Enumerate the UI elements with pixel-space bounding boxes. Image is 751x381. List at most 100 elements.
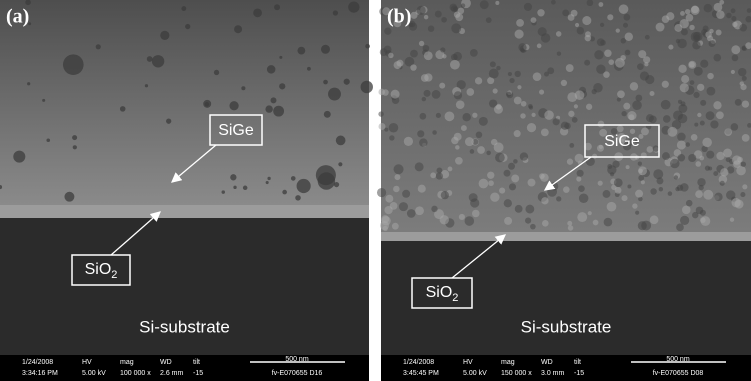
texture-blob bbox=[440, 215, 449, 224]
image-id: fv-E070655 D16 bbox=[272, 370, 323, 377]
texture-blob bbox=[496, 66, 500, 70]
texture-blob bbox=[316, 165, 336, 185]
texture-blob bbox=[562, 9, 569, 16]
texture-blob bbox=[490, 193, 499, 202]
texture-blob bbox=[323, 80, 328, 85]
texture-blob bbox=[145, 84, 148, 87]
texture-blob bbox=[643, 56, 650, 63]
texture-blob bbox=[338, 162, 342, 166]
texture-blob bbox=[537, 9, 544, 16]
texture-blob bbox=[708, 166, 712, 170]
texture-blob bbox=[695, 161, 701, 167]
texture-blob bbox=[407, 209, 416, 218]
texture-blob bbox=[417, 6, 426, 15]
texture-blob bbox=[470, 49, 478, 57]
texture-blob bbox=[645, 35, 650, 40]
texture-blob bbox=[531, 17, 537, 23]
texture-blob bbox=[274, 4, 280, 10]
texture-blob bbox=[598, 181, 603, 186]
texture-blob bbox=[399, 202, 408, 211]
texture-blob bbox=[279, 83, 285, 89]
texture-blob bbox=[608, 59, 614, 65]
texture-blob bbox=[617, 90, 625, 98]
texture-blob bbox=[632, 100, 642, 110]
texture-blob bbox=[307, 67, 311, 71]
texture-blob bbox=[695, 190, 703, 198]
texture-blob bbox=[553, 118, 560, 125]
texture-blob bbox=[185, 24, 190, 29]
texture-blob bbox=[521, 101, 527, 107]
databar-header: mag bbox=[501, 359, 515, 366]
texture-blob bbox=[593, 220, 599, 226]
texture-blob bbox=[378, 89, 385, 96]
texture-blob bbox=[681, 29, 688, 36]
texture-blob bbox=[472, 113, 477, 118]
texture-blob bbox=[713, 171, 718, 176]
texture-blob bbox=[626, 165, 630, 169]
texture-blob bbox=[659, 187, 663, 191]
texture-blob bbox=[716, 111, 724, 119]
texture-blob bbox=[731, 123, 739, 131]
texture-blob bbox=[508, 72, 512, 76]
texture-blob bbox=[297, 179, 311, 193]
texture-blob bbox=[265, 105, 272, 112]
texture-blob bbox=[229, 101, 238, 110]
texture-blob bbox=[638, 162, 642, 166]
texture-blob bbox=[480, 0, 489, 9]
texture-blob bbox=[575, 90, 585, 100]
texture-blob bbox=[456, 100, 465, 109]
texture-blob bbox=[361, 81, 373, 93]
texture-blob bbox=[742, 134, 750, 142]
texture-blob bbox=[253, 8, 262, 17]
texture-blob bbox=[663, 115, 671, 123]
texture-blob bbox=[678, 65, 686, 73]
texture-blob bbox=[282, 190, 287, 195]
texture-blob bbox=[674, 175, 678, 179]
texture-blob bbox=[688, 154, 696, 162]
texture-blob bbox=[73, 145, 77, 149]
texture-blob bbox=[495, 153, 505, 163]
texture-blob bbox=[542, 220, 549, 227]
texture-blob bbox=[567, 159, 573, 165]
texture-blob bbox=[677, 140, 686, 149]
texture-blob bbox=[509, 183, 516, 190]
texture-blob bbox=[678, 114, 687, 123]
texture-blob bbox=[379, 123, 386, 130]
texture-blob bbox=[742, 100, 749, 107]
sem-panel: (a)SiGeSiO2Si-substrate1/24/20083:34:16 … bbox=[0, 0, 373, 381]
texture-blob bbox=[391, 90, 400, 99]
texture-blob bbox=[541, 33, 550, 42]
texture-blob bbox=[720, 181, 725, 186]
databar-value: 2.6 mm bbox=[160, 370, 184, 377]
texture-blob bbox=[365, 44, 370, 49]
texture-blob bbox=[328, 88, 341, 101]
texture-blob bbox=[641, 128, 649, 136]
texture-blob bbox=[324, 111, 331, 118]
texture-blob bbox=[479, 179, 489, 189]
texture-blob bbox=[653, 169, 663, 179]
texture-blob bbox=[716, 10, 725, 19]
substrate-label: Si-substrate bbox=[521, 317, 612, 336]
texture-blob bbox=[454, 133, 462, 141]
texture-blob bbox=[617, 125, 624, 132]
texture-blob bbox=[267, 65, 276, 74]
texture-blob bbox=[691, 6, 699, 14]
texture-blob bbox=[461, 125, 467, 131]
texture-blob bbox=[567, 221, 572, 226]
databar-value: -15 bbox=[574, 370, 584, 377]
texture-blob bbox=[616, 28, 620, 32]
texture-blob bbox=[430, 172, 436, 178]
texture-blob bbox=[432, 90, 441, 99]
texture-blob bbox=[466, 88, 474, 96]
texture-blob bbox=[650, 188, 656, 194]
texture-blob bbox=[166, 119, 171, 124]
texture-blob bbox=[689, 25, 694, 30]
texture-blob bbox=[515, 30, 524, 39]
texture-blob bbox=[635, 190, 643, 198]
texture-blob bbox=[607, 202, 617, 212]
texture-blob bbox=[588, 211, 592, 215]
texture-blob bbox=[181, 6, 186, 11]
texture-blob bbox=[377, 188, 386, 197]
texture-blob bbox=[410, 64, 416, 70]
databar-header: tilt bbox=[193, 359, 200, 366]
